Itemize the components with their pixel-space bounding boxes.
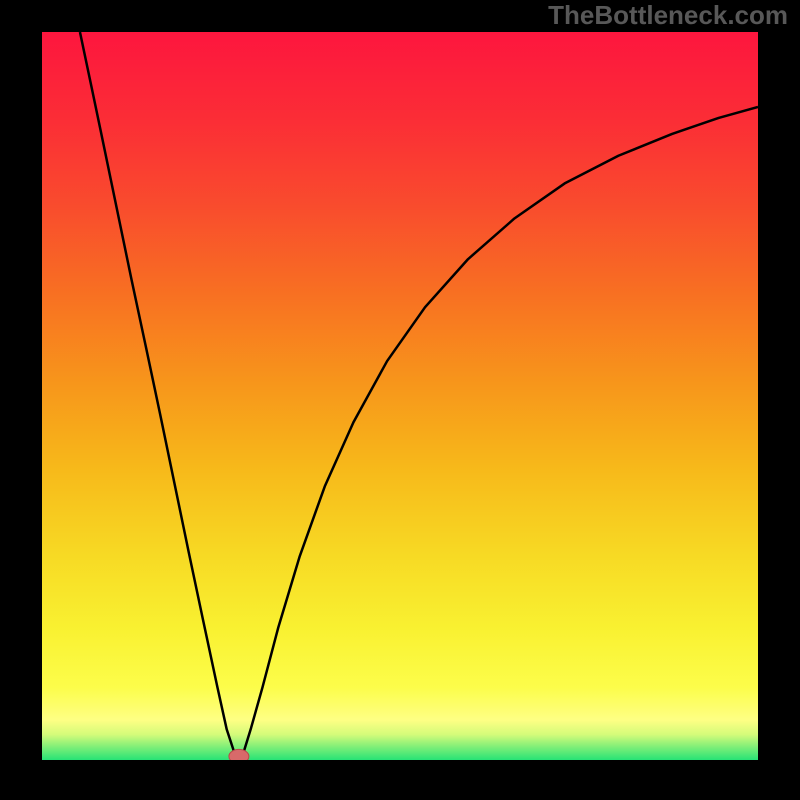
chart-frame: TheBottleneck.com [0, 0, 800, 800]
plot-svg [42, 32, 758, 760]
watermark-text: TheBottleneck.com [548, 0, 788, 31]
minimum-marker [229, 749, 249, 760]
gradient-background [42, 32, 758, 760]
plot-area [42, 32, 758, 760]
